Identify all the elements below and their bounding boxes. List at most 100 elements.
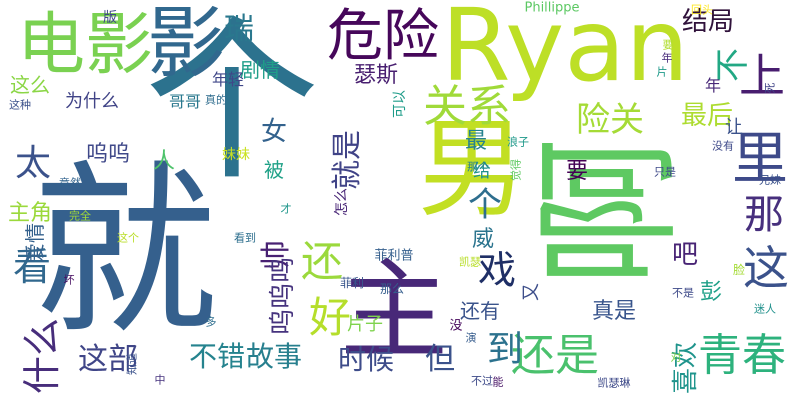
word: 不是 <box>672 286 694 300</box>
word: 真的 <box>205 93 227 107</box>
word: 瑟斯 <box>353 63 399 88</box>
word: 觉得 <box>509 159 523 181</box>
word: 兄妹 <box>759 173 781 187</box>
word: 还 <box>300 237 344 286</box>
word: 菲利 <box>339 276 365 290</box>
word: 那个 <box>467 160 489 174</box>
word: 菲利普 <box>374 248 414 264</box>
word: 竟然 <box>59 176 81 190</box>
word: 看到 <box>234 231 256 245</box>
word: 险关 <box>576 100 644 140</box>
word: 知道 <box>125 353 139 375</box>
word: 能 <box>492 375 504 389</box>
word: 这 <box>743 241 789 295</box>
word: 就是 <box>330 130 365 190</box>
word: 呜呜 <box>85 142 131 167</box>
word: 戏 <box>477 248 517 292</box>
word: Phillippe <box>524 0 580 16</box>
word: 这种 <box>9 98 31 112</box>
word: 没 <box>449 318 463 334</box>
word: 真是 <box>591 299 637 324</box>
word: 多 <box>205 315 217 329</box>
word: 主角 <box>7 201 53 226</box>
word: 这部 <box>78 342 138 377</box>
word: 吧 <box>671 240 699 270</box>
word: 坏 <box>63 273 75 287</box>
word: 上 <box>739 49 785 103</box>
word: 片 <box>656 65 668 79</box>
word: 电影 <box>16 6 154 85</box>
word: 那 <box>744 192 784 238</box>
word: 时候 <box>337 343 395 376</box>
word: 死 <box>763 82 777 94</box>
word: 完全 <box>69 209 91 223</box>
word: 才 <box>280 202 292 216</box>
word: 怎么 <box>334 188 350 216</box>
word: 又 <box>521 283 542 301</box>
word: 看 <box>12 245 52 289</box>
word: 可以 <box>392 90 408 118</box>
word: 这个 <box>117 231 139 245</box>
word: 迷人 <box>754 302 776 316</box>
word: 年轻 <box>211 70 245 89</box>
word: 太 <box>14 143 52 184</box>
word: 到 <box>486 329 524 370</box>
word: 哥哥 <box>168 92 202 111</box>
word: 演 <box>465 331 477 345</box>
word: 个 <box>468 185 502 225</box>
word: 里 <box>732 127 788 192</box>
word: 青春 <box>698 330 786 381</box>
word: 男 <box>417 107 527 232</box>
word: 要 <box>565 159 589 184</box>
word: 啊 <box>523 136 697 288</box>
word: Ryan <box>441 0 689 104</box>
word: 回头 <box>691 3 713 17</box>
word: 脸 <box>732 263 746 277</box>
word: 那么 <box>379 282 405 296</box>
word: 这么 <box>10 73 50 97</box>
word: 凯瑟琳 <box>597 376 631 390</box>
word: 故事 <box>245 340 303 373</box>
word: 主 <box>339 249 449 374</box>
word: 浪子 <box>507 135 529 149</box>
word: 就 <box>32 143 218 360</box>
word: 对 <box>670 350 682 364</box>
word: 年 <box>704 76 722 95</box>
word: 人 <box>152 149 176 174</box>
word: 影 <box>146 0 226 89</box>
word: 让 <box>725 117 743 138</box>
word: 最 <box>464 129 488 154</box>
word: 要 <box>662 38 674 52</box>
word: 个 <box>144 1 320 205</box>
word: 片子 <box>347 314 383 335</box>
word: 不 <box>713 48 753 82</box>
word: 危险 <box>327 4 439 69</box>
word: 还有 <box>460 299 500 323</box>
word: 没有 <box>712 139 734 153</box>
word: 但 <box>425 342 455 377</box>
word: 中 <box>154 373 166 387</box>
word: 剧情 <box>240 58 280 82</box>
word: 瑞 <box>224 12 254 47</box>
word: 最后 <box>680 101 734 131</box>
word: 爱情 <box>23 223 47 263</box>
word: 威 <box>471 227 495 252</box>
word: 呜呜呜 <box>268 256 298 336</box>
word: 彭 <box>699 280 723 305</box>
word: 年 <box>661 51 673 65</box>
word: 给 <box>473 161 491 182</box>
word: 女 <box>260 117 288 147</box>
word: 只是 <box>654 165 676 179</box>
word: 不过 <box>471 374 493 388</box>
word: 被 <box>264 158 284 182</box>
word: 还是 <box>511 330 599 381</box>
word: 什么 <box>20 317 64 395</box>
word: 不错 <box>188 340 246 373</box>
word: 好 <box>308 293 352 342</box>
word: 关系 <box>423 81 511 132</box>
word: 凯瑟 <box>459 255 481 269</box>
word: 结局 <box>681 7 735 37</box>
word: 为什么 <box>65 91 119 112</box>
word: 版 <box>103 10 117 26</box>
